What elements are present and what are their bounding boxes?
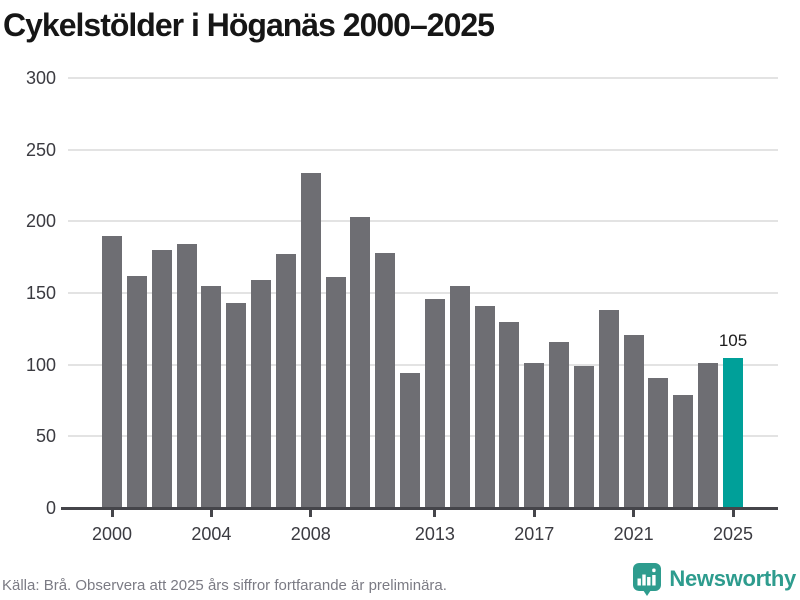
x-tick-label-2008: 2008 <box>290 524 331 544</box>
bar-2008 <box>300 172 321 508</box>
bar-2010 <box>350 217 371 508</box>
x-tick-2017 <box>532 509 536 517</box>
gridline-200 <box>68 220 778 223</box>
gridline-100 <box>68 363 778 366</box>
newsworthy-logo-icon <box>632 562 662 596</box>
bar-2012 <box>400 373 421 508</box>
bar-2025 <box>723 357 743 508</box>
newsworthy-logo-text: Newsworthy <box>669 566 796 591</box>
bar-2013 <box>424 298 445 508</box>
bar-2007 <box>275 254 296 508</box>
bar-2021 <box>623 334 644 508</box>
chart-title: Cykelstölder i Höganäs 2000–2025 <box>3 7 495 43</box>
x-tick-2004 <box>209 509 213 517</box>
footer: Källa: Brå. Observera att 2025 års siffr… <box>0 563 800 600</box>
y-tick-label-250: 250 <box>25 139 56 160</box>
bar-2004 <box>201 285 222 508</box>
x-tick-label-2004: 2004 <box>191 524 232 544</box>
y-tick-label-50: 50 <box>35 426 56 447</box>
gridline-300 <box>68 77 778 79</box>
newsworthy-logo: Newsworthy <box>632 562 796 596</box>
gridline-250 <box>68 148 778 151</box>
x-axis-line <box>61 507 778 510</box>
bar-2018 <box>549 341 570 508</box>
x-tick-2025 <box>731 509 735 517</box>
y-tick-label-100: 100 <box>25 354 56 375</box>
y-tick-label-150: 150 <box>25 283 56 303</box>
bar-2003 <box>176 244 197 508</box>
bar-2014 <box>449 285 470 508</box>
bar-2020 <box>598 310 619 508</box>
x-tick-label-2025: 2025 <box>712 524 754 544</box>
bar-2017 <box>524 363 545 508</box>
y-tick-label-300: 300 <box>25 68 56 88</box>
bar-2024 <box>698 363 719 508</box>
y-tick-label-0: 0 <box>45 498 56 518</box>
y-tick-label-200: 200 <box>25 211 56 232</box>
plot-area: 2000 2004 2008 2013 2017 2021 2025 105 <box>61 77 778 544</box>
x-tick-label-2021: 2021 <box>613 524 654 544</box>
bar-2016 <box>499 321 520 508</box>
x-tick-2013 <box>433 509 437 517</box>
x-tick-label-2013: 2013 <box>414 524 455 544</box>
bar-2011 <box>375 252 396 508</box>
bar-2023 <box>673 394 694 508</box>
bar-2015 <box>474 305 495 508</box>
source-note: Källa: Brå. Observera att 2025 års siffr… <box>2 577 447 594</box>
bar-2000 <box>102 235 122 508</box>
bar-2019 <box>573 366 594 508</box>
x-tick-2000 <box>110 509 114 517</box>
gridline-150 <box>68 292 778 294</box>
bar-2006 <box>251 280 272 508</box>
bar-2022 <box>648 377 669 508</box>
bar-2002 <box>151 250 172 508</box>
x-tick-2008 <box>309 509 313 517</box>
value-label-2025: 105 <box>718 330 748 350</box>
bar-2005 <box>226 303 247 508</box>
gridline-50 <box>68 435 778 438</box>
x-tick-label-2017: 2017 <box>514 524 555 544</box>
bar-2001 <box>126 275 147 508</box>
bar-2009 <box>325 277 346 508</box>
x-tick-label-2000: 2000 <box>91 524 133 544</box>
x-tick-2021 <box>632 509 636 517</box>
